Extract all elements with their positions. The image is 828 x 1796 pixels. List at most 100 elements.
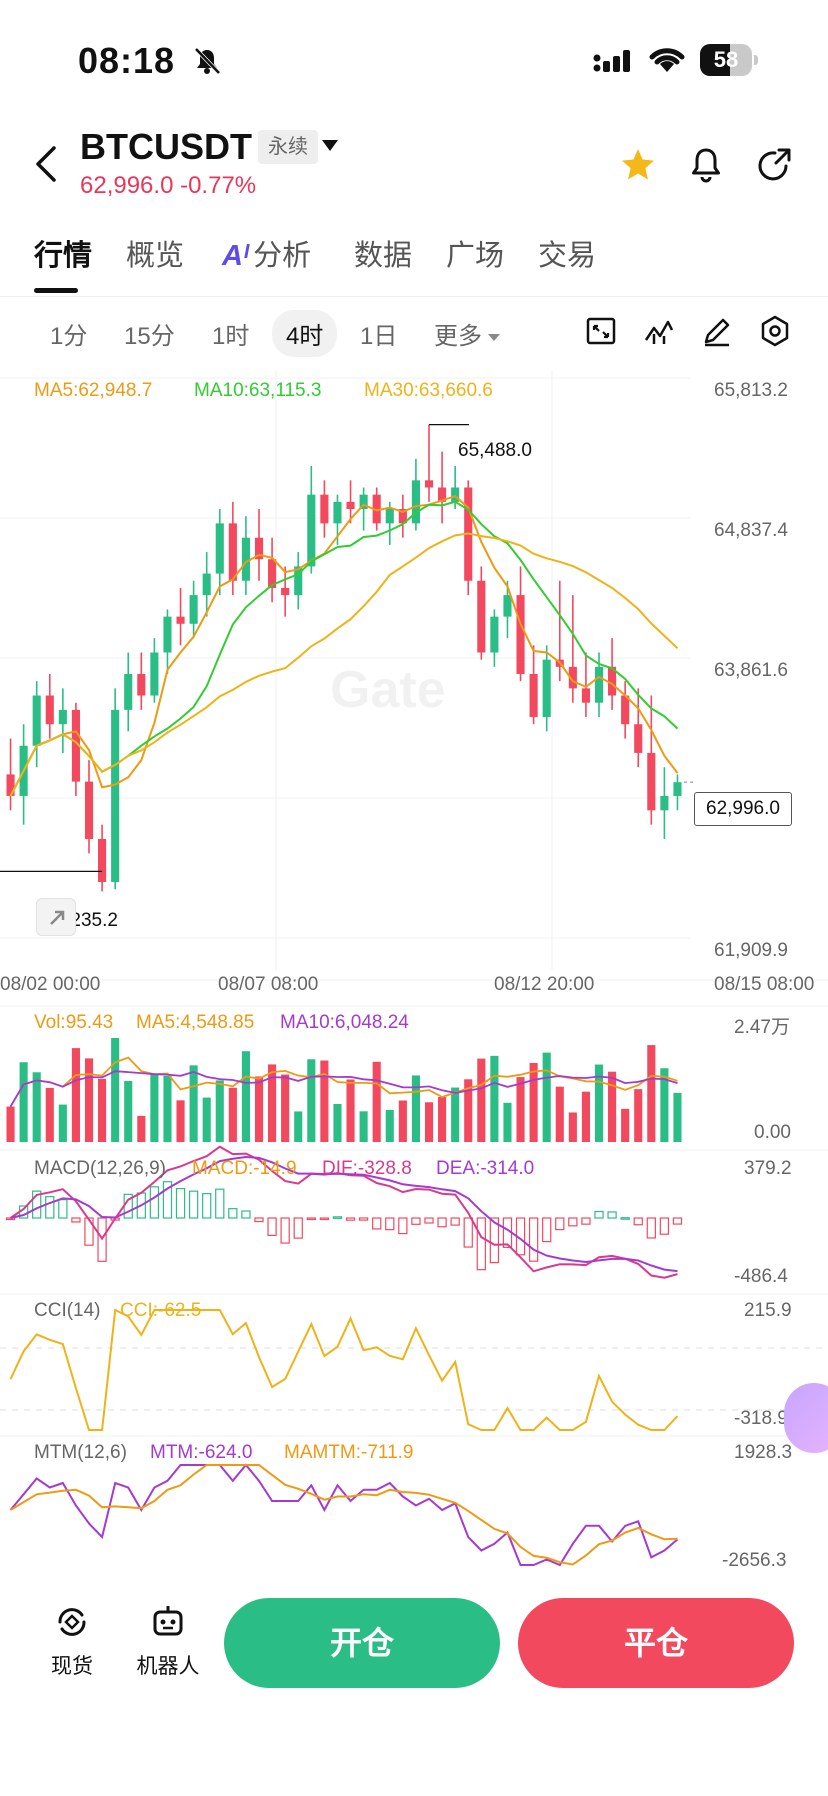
macd-histogram-bar [293,1217,303,1239]
candle-body [84,781,94,839]
bottom-action-bar: 现货 机器人 开仓 平仓 [0,1572,828,1712]
macd-histogram-bar [528,1217,539,1262]
draw-pencil-icon[interactable] [700,314,734,348]
time-axis-label: 08/02 00:00 [0,974,101,995]
interval-1d[interactable]: 1日 [360,323,398,350]
main-tabs: 行情 概览 Aᴵ 分析 数据 广场 交易 [0,222,828,294]
legend-dif: DIF:-328.8 [322,1158,412,1179]
price-axis-label: 65,813.2 [714,380,788,401]
macd-histogram-bar [280,1217,290,1244]
volume-bar [424,1102,434,1142]
candle-body [71,709,80,782]
volume-bar [542,1052,551,1142]
favorite-star-icon[interactable] [618,144,658,186]
macd-histogram-bar [489,1217,500,1264]
volume-bar [176,1100,185,1142]
macd-histogram-bar [45,1196,55,1219]
macd-histogram-bar [162,1181,173,1219]
tab-overview[interactable]: 概览 [126,240,185,272]
volume-bar [111,1038,120,1142]
volume-bar [660,1068,669,1142]
candle-body [673,782,682,796]
share-icon[interactable] [754,144,794,186]
volume-bar [333,1103,342,1142]
last-price-tag[interactable]: 62,996.0 [694,792,792,826]
interval-1h[interactable]: 1时 [212,323,250,350]
candle-body [529,674,538,718]
candle-body [254,537,264,560]
pair-dropdown-icon[interactable] [322,140,338,151]
tab-analysis[interactable]: Aᴵ 分析 [222,240,312,272]
trading-bot-button[interactable]: 机器人 [128,1602,208,1680]
candle-body [320,494,329,524]
interval-1m[interactable]: 1分 [50,323,88,350]
macd-histogram-bar [424,1217,434,1224]
pair-symbol[interactable]: BTCUSDT [80,126,252,167]
macd-histogram-bar [385,1217,395,1231]
kline-chart[interactable]: Gate MA5:62,948.7 MA10:63,115.3 MA30:63,… [0,370,828,1570]
macd-histogram-bar [411,1217,421,1225]
spot-button[interactable]: 现货 [32,1602,112,1680]
volume-bar [464,1079,473,1142]
tab-data[interactable]: 数据 [354,240,413,272]
candle-body [581,688,590,703]
high-price-annotation: 65,488.0 [458,440,532,461]
wifi-icon [649,48,685,72]
volume-bar [268,1064,277,1142]
back-arrow-icon[interactable] [30,142,64,186]
macd-dea-line [10,1155,678,1273]
volume-ma10-line [9,1070,678,1108]
bell-muted-icon [194,47,221,75]
volume-ma5-line [9,1056,678,1108]
volume-bar [202,1097,211,1142]
candle-body [621,695,630,725]
macd-histogram-bar [254,1217,264,1223]
volume-bar [385,1109,394,1142]
open-position-button[interactable]: 开仓 [224,1598,500,1688]
candle-body [268,559,277,588]
legend-macd: MACD:-14.9 [192,1158,297,1179]
active-tab-indicator [34,288,78,293]
volume-bar [84,1058,94,1142]
tab-market[interactable]: 行情 [34,240,93,272]
candle-body [176,616,185,624]
assistant-bubble[interactable] [784,1383,828,1453]
legend-ma30: MA30:63,660.6 [364,380,493,401]
interval-more[interactable]: 更多 [434,316,500,351]
ma10-line [9,500,679,797]
macd-histogram-bar [620,1217,630,1220]
macd-histogram-bar [594,1210,604,1219]
volume-bar [451,1087,460,1142]
fullscreen-chart-icon[interactable] [584,314,618,348]
volume-bar [254,1076,264,1142]
volume-axis-bottom: 0.00 [754,1122,791,1143]
macd-histogram-bar [215,1188,225,1219]
time-axis-label: 08/07 08:00 [218,974,319,995]
volume-bar [411,1075,420,1142]
time-axis-label: 08/12 20:00 [494,974,595,995]
candle-body [359,494,368,510]
expand-chart-icon[interactable] [36,898,76,936]
macd-histogram-bar [97,1217,107,1262]
price-alert-bell-icon[interactable] [686,144,726,186]
indicator-icon[interactable] [642,314,676,348]
macd-histogram-bar [228,1208,238,1219]
candle-body [385,509,394,524]
volume-bar [137,1115,146,1142]
tab-square[interactable]: 广场 [446,240,505,272]
pair-header: BTCUSDT 永续 62,996.0 -0.77% [0,120,828,220]
candle-body [6,774,15,796]
interval-bar: 1分 15分 1时 4时 1日 更多 [0,300,828,370]
interval-15m[interactable]: 15分 [124,323,175,350]
interval-4h[interactable]: 4时 [272,310,338,357]
cellular-signal-icon [593,50,630,72]
close-position-button[interactable]: 平仓 [518,1598,794,1688]
volume-bar [490,1055,499,1142]
last-price: 62,996.0 [80,172,174,199]
robot-icon [153,1606,183,1636]
volume-bar [281,1074,290,1142]
volume-bar [372,1061,381,1142]
chart-settings-icon[interactable] [758,314,792,348]
volume-bar [581,1091,590,1142]
tab-trade[interactable]: 交易 [538,240,597,272]
